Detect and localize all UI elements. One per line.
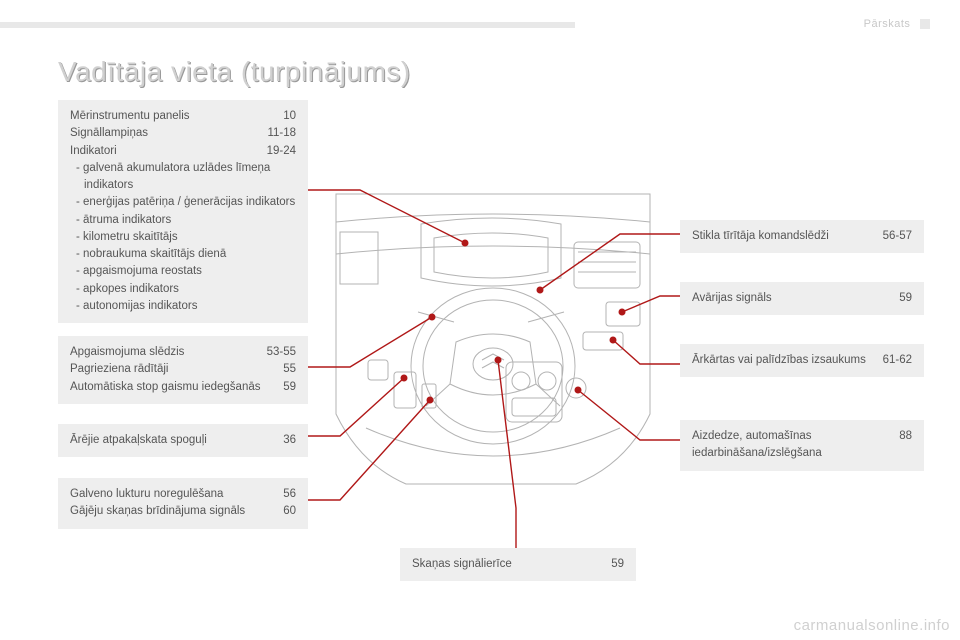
page-ref: 36 — [275, 432, 296, 449]
sub-item: - galvenā akumulatora uzlādes līmeņa ind… — [74, 160, 296, 195]
dashboard-illustration — [326, 184, 660, 504]
callout-wiper: Stikla tīrītāja komandslēdži56-57 — [680, 220, 924, 253]
callout-horn: Skaņas signālierīce59 — [400, 548, 636, 581]
watermark: carmanualsonline.info — [794, 617, 950, 634]
sub-item: - autonomijas indikators — [74, 298, 296, 315]
label: Indikatori — [70, 143, 259, 160]
page-ref: 11-18 — [259, 125, 296, 142]
callout-emergency: Ārkārtas vai palīdzības izsaukums61-62 — [680, 344, 924, 377]
label: Mērinstrumentu panelis — [70, 108, 275, 125]
page-ref: 59 — [275, 379, 296, 396]
sub-item: - apgaismojuma reostats — [74, 263, 296, 280]
label: Avārijas signāls — [692, 290, 891, 307]
breadcrumb-square — [920, 19, 930, 29]
page-ref: 59 — [603, 556, 624, 573]
label: Stikla tīrītāja komandslēdži — [692, 228, 875, 245]
label: Skaņas signālierīce — [412, 556, 603, 573]
label: Pagrieziena rādītāji — [70, 361, 275, 378]
callout-hazard: Avārijas signāls59 — [680, 282, 924, 315]
label: Gājēju skaņas brīdinājuma signāls — [70, 503, 275, 520]
page-ref: 61-62 — [875, 352, 912, 369]
label: Galveno lukturu noregulēšana — [70, 486, 275, 503]
sub-item: - ātruma indikators — [74, 212, 296, 229]
label: Automātiska stop gaismu iedegšanās — [70, 379, 275, 396]
label: Ārkārtas vai palīdzības izsaukums — [692, 352, 875, 369]
page-ref: 55 — [275, 361, 296, 378]
dashboard-svg — [326, 184, 660, 504]
callout-mirrors: Ārējie atpakaļskata spoguļi36 — [58, 424, 308, 457]
header-bar — [0, 22, 575, 28]
callout-headlamp: Galveno lukturu noregulēšana56 Gājēju sk… — [58, 478, 308, 529]
label: Signāllampiņas — [70, 125, 259, 142]
sub-item: - enerģijas patēriņa / ģenerācijas indik… — [74, 194, 296, 211]
page-ref: 56 — [275, 486, 296, 503]
page-title: Vadītāja vieta (turpinājums) — [58, 56, 411, 88]
page-ref: 53-55 — [259, 344, 296, 361]
page-ref: 56-57 — [875, 228, 912, 245]
label: Aizdedze, automašīnas iedarbināšana/izsl… — [692, 428, 891, 463]
sub-item: - nobraukuma skaitītājs dienā — [74, 246, 296, 263]
callout-instruments: Mērinstrumentu panelis10 Signāllampiņas1… — [58, 100, 308, 323]
breadcrumb-text: Pārskats — [864, 18, 911, 30]
page-ref: 60 — [275, 503, 296, 520]
callout-ignition: Aizdedze, automašīnas iedarbināšana/izsl… — [680, 420, 924, 471]
callout-lighting: Apgaismojuma slēdzis53-55 Pagrieziena rā… — [58, 336, 308, 404]
sub-item: - kilometru skaitītājs — [74, 229, 296, 246]
page-ref: 19-24 — [259, 143, 296, 160]
page-ref: 10 — [275, 108, 296, 125]
page-ref: 59 — [891, 290, 912, 307]
label: Ārējie atpakaļskata spoguļi — [70, 432, 275, 449]
breadcrumb: Pārskats — [864, 18, 930, 30]
sub-item: - apkopes indikators — [74, 281, 296, 298]
page-ref: 88 — [891, 428, 912, 463]
label: Apgaismojuma slēdzis — [70, 344, 259, 361]
